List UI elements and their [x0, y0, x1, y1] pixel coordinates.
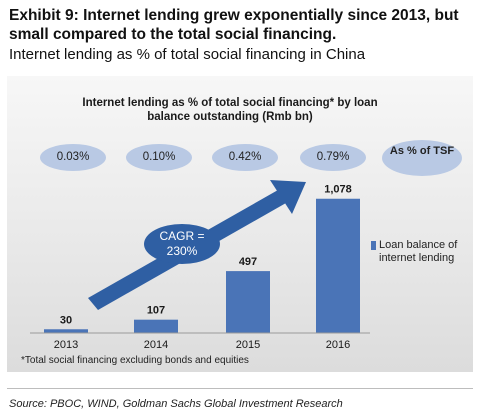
legend: Loan balance of internet lending	[371, 239, 471, 265]
tsf-share-2015: 0.42%	[212, 144, 278, 171]
divider	[7, 388, 473, 389]
legend-swatch	[371, 241, 376, 250]
x-tick-2014: 2014	[144, 339, 168, 351]
data-label-2016: 1,078	[324, 184, 352, 196]
bar-2015	[226, 271, 270, 333]
exhibit-title: Exhibit 9: Internet lending grew exponen…	[9, 7, 459, 43]
x-tick-2016: 2016	[326, 339, 350, 351]
bar-2014	[134, 319, 178, 333]
tsf-share-2014: 0.10%	[126, 144, 192, 171]
data-label-2015: 497	[239, 256, 257, 268]
data-label-2013: 30	[60, 314, 72, 326]
cagr-annotation: CAGR = 230%	[144, 224, 220, 264]
chart-footnote: *Total social financing excluding bonds …	[21, 355, 249, 366]
tsf-share-2013: 0.03%	[40, 144, 106, 171]
legend-label: Loan balance of internet lending	[379, 239, 458, 264]
x-tick-2013: 2013	[54, 339, 78, 351]
bars-group	[44, 198, 360, 333]
bar-2016	[316, 198, 360, 333]
tsf-share-label: As % of TSF	[382, 140, 462, 176]
x-tick-2015: 2015	[236, 339, 260, 351]
bar-2013	[44, 329, 88, 333]
x-tick-labels-group: 2013 2014 2015 2016	[54, 339, 350, 351]
arrow-head	[270, 180, 306, 214]
chart-title: Internet lending as % of total social fi…	[82, 97, 378, 123]
data-labels-group: 30 107 497 1,078	[60, 184, 352, 327]
source-note: Source: PBOC, WIND, Goldman Sachs Global…	[9, 398, 343, 410]
exhibit-subtitle: Internet lending as % of total social fi…	[9, 46, 366, 63]
tsf-share-2016: 0.79%	[300, 144, 366, 171]
data-label-2014: 107	[147, 305, 165, 317]
